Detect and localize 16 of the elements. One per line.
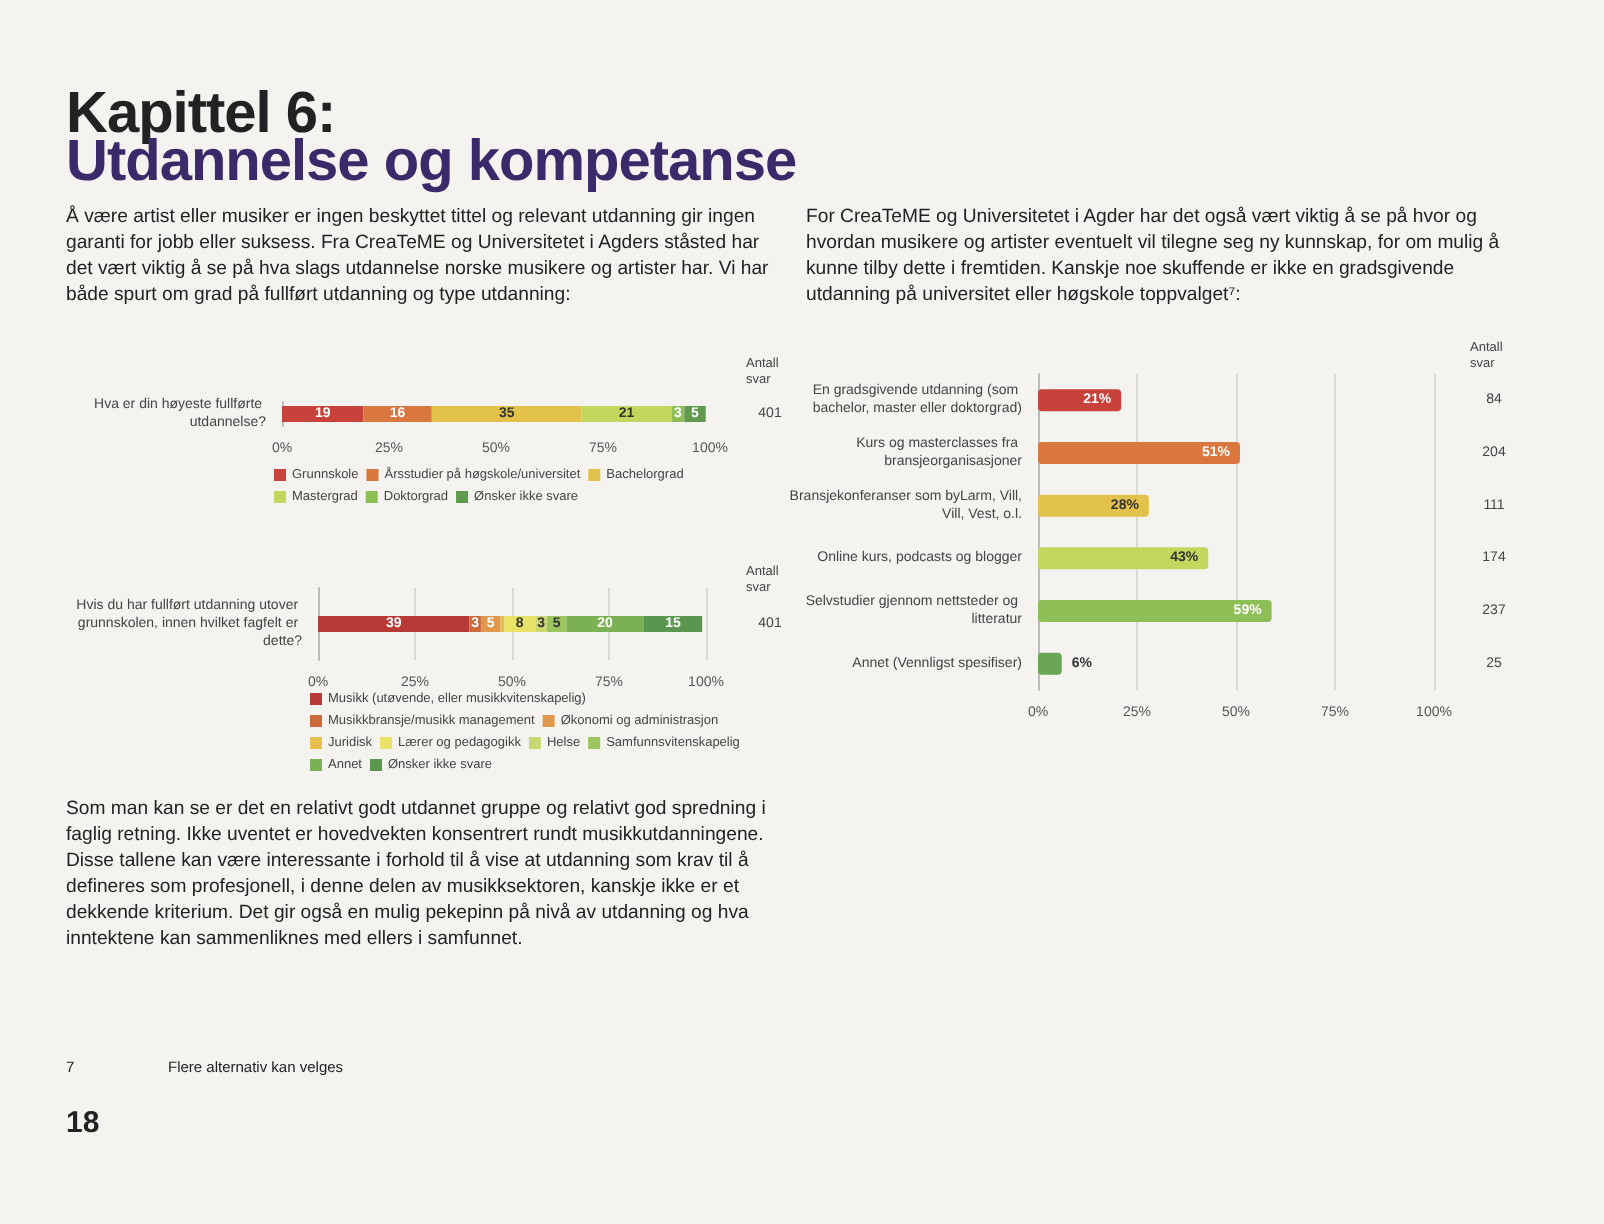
text: 18 xyxy=(66,1106,102,1140)
bar xyxy=(1038,547,1209,570)
text: Å være artist eller musiker er ingen beskyttet tittel og relevant utdanning gir ingen garanti for jobb eller suksess. Fra CreaTeME og Universitetet i Agders ståsted har det vært viktig å se på hva slags utdannelse norske musikere og artister har. Vi har både spurt om grad på fullført utdanning og type utdanning: xyxy=(66,204,770,308)
bar xyxy=(282,406,364,422)
bar xyxy=(1038,494,1149,517)
bar xyxy=(566,616,644,632)
bar xyxy=(1038,600,1272,622)
bar xyxy=(1038,389,1122,412)
bar xyxy=(318,616,470,632)
bar xyxy=(1038,652,1062,675)
text: Som man kan se er det en relativt godt utdannet gruppe og relativt god spredning i faglig retning. Ikke uventet er hovedvekten konsentrert rundt musikkutdanningene. Disse tallene kan være interessante i forhold til å vise at utdanning som krav til å defineres som profesjonell, i denne delen av musikksektoren, kanskje ikke er et dekkende kriterium. Det gir også en mulig pekepinn på nivå av utdanning og hva inntektene kan sammenliknes med ellers i samfunnet. xyxy=(66,796,768,952)
bar xyxy=(363,406,432,422)
bar xyxy=(581,406,672,422)
text: For CreaTeME og Universitetet i Agder har det også vært viktig å se på hvor og hvordan musikere og artister eventuelt vil tilegne seg ny kunnskap, for om mulig å kunne tilby dette i fremtiden. Kanskje noe skuffende er ikke en gradsgivende utdanning på universitet eller høgskole toppvalget⁷: xyxy=(806,204,1502,308)
bar xyxy=(1038,442,1240,464)
bar xyxy=(431,406,582,422)
